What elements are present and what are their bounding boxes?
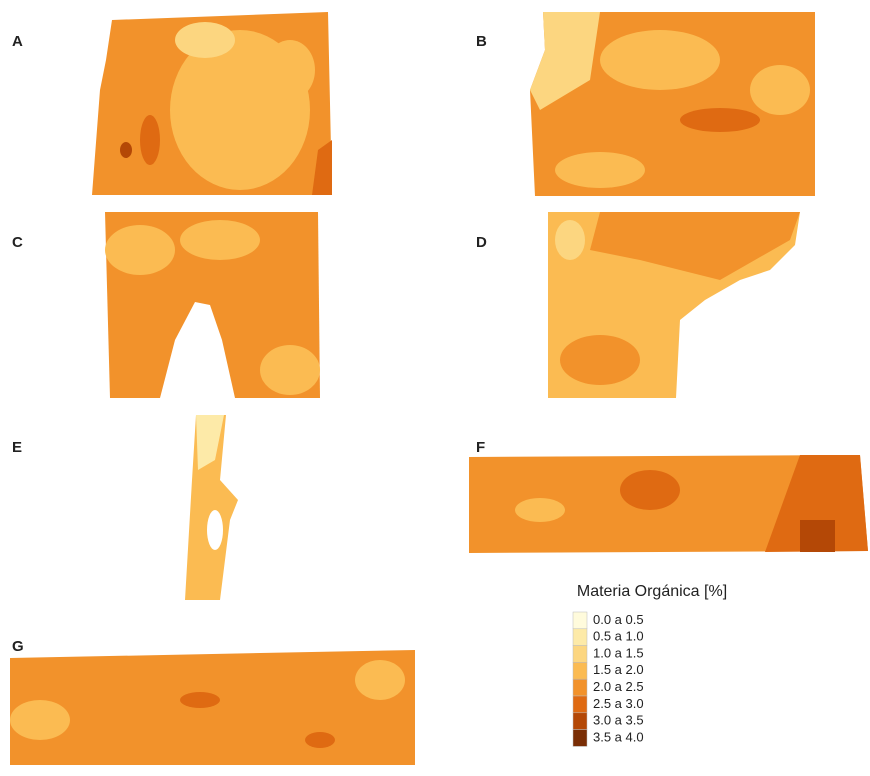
legend-label: 2.0 a 2.5 [593, 679, 644, 694]
panel-label: B [476, 33, 487, 50]
legend-label: 0.5 a 1.0 [593, 629, 644, 644]
panel-label: A [12, 33, 23, 50]
legend-label: 1.5 a 2.0 [593, 662, 644, 677]
legend-swatch [573, 646, 587, 663]
legend-label: 0.0 a 0.5 [593, 612, 644, 627]
map-e [185, 415, 238, 600]
map-g [10, 650, 415, 765]
legend-label: 2.5 a 3.0 [593, 696, 644, 711]
panel-label: D [476, 234, 487, 251]
map-d [548, 212, 800, 398]
legend-swatch [573, 713, 587, 730]
legend-swatch [573, 696, 587, 713]
legend-label: 1.0 a 1.5 [593, 645, 644, 660]
map-b [530, 12, 815, 196]
legend-swatch [573, 662, 587, 679]
legend-swatch [573, 730, 587, 747]
panel-label: G [12, 638, 24, 655]
panel-label: E [12, 439, 22, 456]
panel-label: C [12, 234, 23, 251]
legend-label: 3.0 a 3.5 [593, 713, 644, 728]
legend-title: Materia Orgánica [%] [577, 583, 727, 600]
map-f [469, 455, 868, 553]
panel-label: F [476, 439, 485, 456]
map-a [92, 12, 332, 195]
legend-swatch [573, 679, 587, 696]
legend-swatch [573, 612, 587, 629]
legend-label: 3.5 a 4.0 [593, 729, 644, 744]
figure: A B C D E F G Materia Orgánica [%] 0.0 a… [0, 0, 870, 776]
map-c [105, 212, 320, 398]
legend-swatch [573, 629, 587, 646]
